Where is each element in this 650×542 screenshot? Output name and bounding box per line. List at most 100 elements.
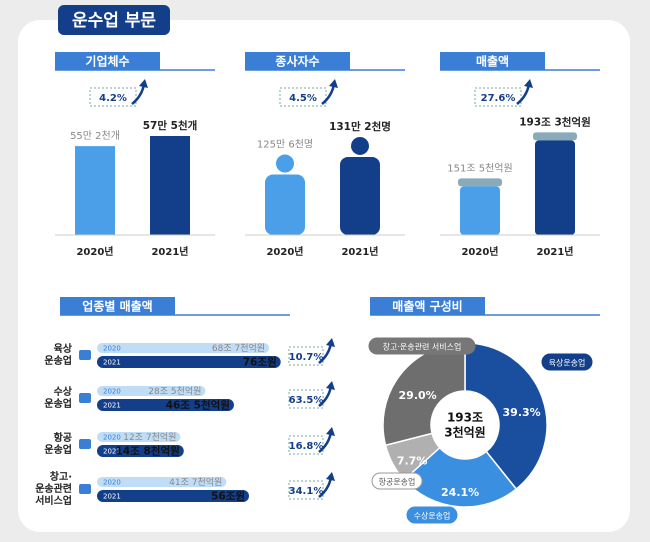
lid [458,178,502,187]
center-label: 3천억원 [444,425,485,440]
value-label: 125만 6천명 [257,139,313,151]
growth-rate: 27.6% [481,93,516,104]
bar [150,136,190,235]
legend-label: 항공운송업 [379,478,416,487]
value-label: 151조 5천억원 [447,162,512,174]
series-label: 2020 [103,434,121,442]
category-label: 운송업 [44,443,72,456]
value-label: 41조 7천억원 [169,476,222,488]
value-label: 56조원 [211,490,245,503]
category-icon [79,484,91,494]
value-label: 14조 8천억원 [116,445,180,458]
bar [75,146,115,235]
value-label: 12조 7천억원 [123,431,176,443]
category-label: 육상 [54,342,73,355]
category-label: 운송업 [44,354,72,367]
series-label: 2020 [103,479,121,487]
section-header [440,52,545,70]
x-tick-label: 2021년 [536,245,573,258]
x-tick-label: 2021년 [151,245,188,258]
title-pill [58,5,170,35]
growth-rate: 16.8% [289,441,324,452]
series-label: 2021 [103,402,121,410]
bar [97,399,234,411]
value-label: 55만 2천개 [70,130,120,142]
value-label: 29.0% [399,389,437,402]
lid [533,132,577,141]
series-label: 2020 [103,388,121,396]
legend-label: 수상운송업 [414,511,451,521]
bar [460,186,500,235]
legend-pill [406,506,458,524]
value-label: 131만 2천명 [329,120,391,133]
series-label: 2021 [103,448,121,456]
value-label: 28조 5천억원 [148,385,201,397]
growth-box [288,389,324,409]
growth-box [288,480,324,500]
category-label: 항공 [54,431,72,444]
arrow-head [139,79,148,88]
growth-rate: 63.5% [289,395,324,406]
category-icon [79,393,91,403]
value-label: 68조 7천억원 [212,342,265,354]
growth-box [279,87,327,107]
x-tick-label: 2021년 [341,245,378,258]
section-title: 업종별 매출액 [82,299,152,314]
center-label: 193조 [447,411,483,425]
category-label: 서비스업 [35,494,72,507]
arrow-head [326,427,335,436]
series-label: 2021 [103,493,121,501]
growth-box [288,435,324,455]
category-label: 창고· [50,470,72,483]
x-tick-label: 2020년 [76,245,113,258]
bar [97,445,184,457]
legend-label: 육상운송업 [549,358,586,368]
arrow-head [326,472,335,481]
section-header [370,297,485,315]
value-label: 76조원 [243,356,277,369]
series-label: 2021 [103,359,121,367]
value-label: 57만 5천개 [143,119,198,132]
growth-rate: 4.2% [99,93,127,104]
bar [97,356,281,368]
growth-box [288,346,324,366]
bar [97,343,270,353]
category-icon [79,350,91,360]
section-title: 매출액 [476,54,509,69]
category-icon [79,439,91,449]
legend-label: 창고·운송관련 서비스업 [383,342,462,352]
arrow-head [326,381,335,390]
bar [97,386,206,396]
category-label: 운송업 [44,397,72,410]
legend-pill [371,472,423,490]
series-label: 2020 [103,345,121,353]
growth-box [89,87,137,107]
value-label: 193조 3천억원 [519,115,591,128]
bar [97,477,227,487]
growth-rate: 4.5% [289,93,317,104]
bar [97,490,249,502]
head [351,136,369,155]
page-title: 운수업 부문 [72,11,156,31]
x-tick-label: 2020년 [266,245,303,258]
value-label: 39.3% [503,406,541,419]
arrow-head [329,79,338,88]
bar [340,156,380,235]
bar [265,174,305,235]
legend-pill [368,337,476,355]
growth-rate: 34.1% [289,486,324,497]
x-tick-label: 2020년 [461,245,498,258]
value-label: 46조 5천억원 [166,399,230,412]
growth-rate: 10.7% [289,352,324,363]
section-header [55,52,160,70]
arrow-head [524,79,533,88]
bar [97,432,181,442]
bar [535,140,575,235]
section-header [245,52,350,70]
value-label: 24.1% [441,486,479,499]
value-label: 7.7% [397,454,428,467]
section-title: 기업체수 [85,54,129,69]
section-title: 종사자수 [275,54,319,69]
head [276,154,294,173]
